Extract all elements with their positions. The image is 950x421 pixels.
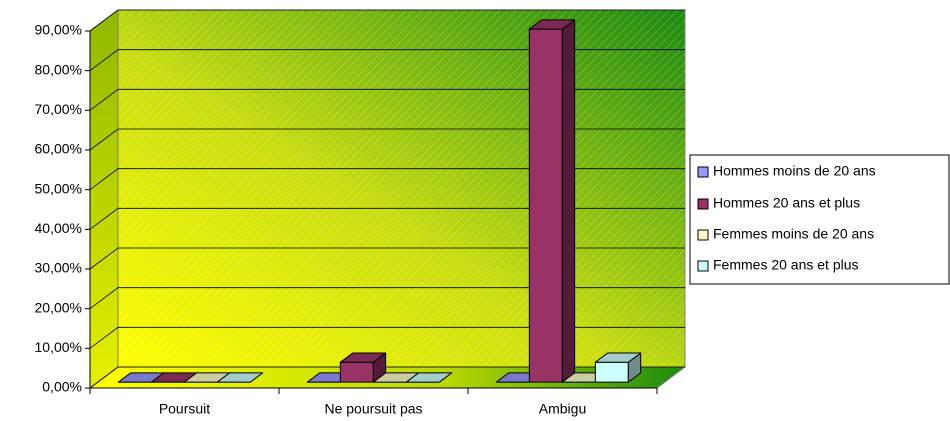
grid-line	[89, 326, 685, 349]
y-tick-label: 40,00%	[35, 220, 82, 236]
bar-top	[216, 372, 264, 383]
legend-label: Hommes moins de 20 ans	[713, 163, 876, 179]
grid-line	[89, 9, 685, 32]
bar-top	[528, 19, 576, 30]
grid-line	[89, 366, 685, 389]
legend-label: Femmes moins de 20 ans	[713, 226, 874, 242]
bar-top	[405, 372, 453, 383]
bar-top	[594, 352, 642, 363]
grid-line	[89, 287, 685, 309]
legend-swatch	[697, 166, 709, 178]
legend-swatch	[697, 260, 709, 272]
y-tick-label: 30,00%	[35, 260, 82, 276]
y-tick-label: 60,00%	[35, 141, 82, 157]
legend-swatch	[697, 198, 709, 210]
grid-line	[89, 168, 685, 190]
x-tick-label: Ambigu	[539, 401, 586, 417]
legend-swatch	[697, 229, 709, 241]
y-tick-label: 90,00%	[35, 22, 82, 38]
grid-line	[89, 207, 685, 230]
bar-side	[561, 19, 576, 383]
bar-top	[339, 352, 387, 363]
grid-line	[89, 247, 685, 270]
y-tick-label: 70,00%	[35, 101, 82, 117]
legend-label: Femmes 20 ans et plus	[713, 257, 859, 273]
y-tick-label: 10,00%	[35, 339, 82, 355]
y-tick-label: 20,00%	[35, 299, 82, 315]
legend-box	[689, 154, 950, 285]
x-tick-label: Poursuit	[159, 401, 210, 417]
grid-line	[89, 88, 685, 111]
y-tick-label: 50,00%	[35, 180, 82, 196]
bar-front	[594, 361, 629, 383]
grid-line	[89, 49, 685, 71]
bar-front	[339, 361, 374, 383]
back-wall-texture	[118, 10, 685, 367]
side-wall	[89, 9, 119, 389]
y-tick-label: 0,00%	[42, 379, 82, 395]
bar-front	[528, 28, 563, 383]
grid-line	[89, 128, 685, 151]
x-tick-label: Ne poursuit pas	[324, 401, 422, 417]
y-tick-label: 80,00%	[35, 61, 82, 77]
legend-label: Hommes 20 ans et plus	[713, 195, 860, 211]
